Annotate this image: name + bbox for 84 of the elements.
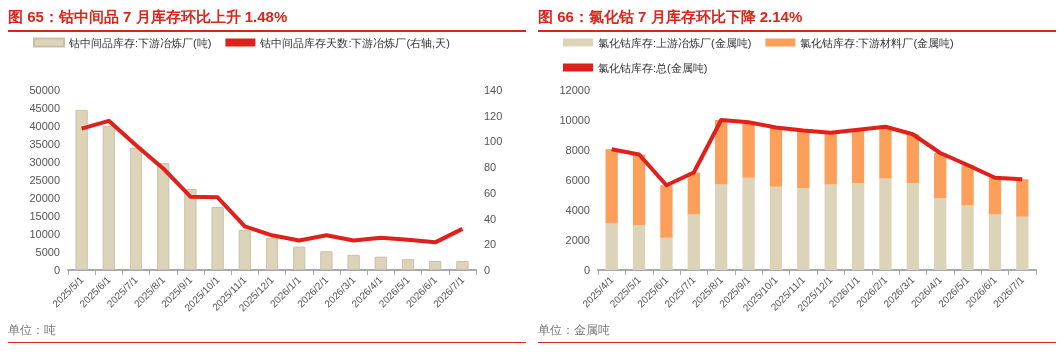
bar bbox=[988, 177, 1002, 215]
y2-tick-label: 140 bbox=[484, 84, 503, 96]
bar bbox=[605, 223, 618, 270]
y-tick-label: 0 bbox=[53, 264, 60, 276]
y-tick-label: 12000 bbox=[559, 84, 590, 96]
text: 单位：吨 bbox=[8, 323, 56, 337]
bar bbox=[605, 149, 618, 224]
bar bbox=[824, 184, 837, 270]
bar bbox=[129, 147, 143, 270]
y2-tick-label: 80 bbox=[484, 161, 497, 174]
legend-label: 钴中间品库存天数:下游冶炼厂(右轴,天) bbox=[259, 36, 450, 49]
bar bbox=[715, 120, 728, 185]
y2-tick-label: 120 bbox=[484, 109, 503, 122]
text: 单位：金属吨 bbox=[538, 323, 610, 337]
bar bbox=[401, 259, 415, 270]
bar bbox=[851, 129, 865, 183]
y2-tick-label: 40 bbox=[484, 212, 497, 225]
bar bbox=[374, 256, 387, 270]
bar bbox=[988, 214, 1002, 270]
bar bbox=[934, 153, 947, 198]
bar bbox=[961, 165, 974, 206]
bar bbox=[934, 198, 947, 270]
chart-title: 图 65：钴中间品 7 月库存环比上升 1.48% bbox=[8, 8, 526, 32]
bar bbox=[715, 184, 728, 270]
bar bbox=[742, 122, 755, 178]
y2-tick-label: 0 bbox=[484, 264, 491, 276]
y-tick-label: 15000 bbox=[29, 210, 60, 222]
bar bbox=[1016, 216, 1029, 270]
bar bbox=[1016, 179, 1029, 217]
y-tick-label: 30000 bbox=[29, 156, 60, 168]
bar bbox=[879, 126, 892, 179]
bar bbox=[851, 183, 865, 270]
bar bbox=[265, 237, 279, 270]
bar bbox=[157, 163, 170, 270]
y-tick-label: 40000 bbox=[29, 120, 60, 132]
chart-title: 图 66：氯化钴 7 月库存环比下降 2.14% bbox=[538, 8, 1056, 32]
bar bbox=[456, 261, 469, 270]
bar bbox=[824, 132, 837, 185]
y-tick-label: 10000 bbox=[29, 228, 60, 240]
legend-label: 钴中间品库存:下游冶炼厂(吨) bbox=[68, 36, 212, 49]
bar bbox=[797, 188, 810, 270]
bar bbox=[347, 254, 360, 270]
y-tick-label: 8000 bbox=[565, 144, 590, 156]
y2-tick-label: 60 bbox=[484, 186, 497, 199]
bar bbox=[660, 237, 673, 270]
y-tick-label: 0 bbox=[583, 264, 590, 276]
bar bbox=[660, 185, 673, 238]
bar bbox=[906, 134, 919, 183]
y-tick-label: 20000 bbox=[29, 192, 60, 204]
y-tick-label: 25000 bbox=[29, 174, 60, 186]
y2-tick-label: 100 bbox=[484, 135, 503, 148]
bar bbox=[961, 205, 974, 270]
bar bbox=[632, 225, 646, 270]
bar bbox=[797, 131, 810, 189]
y-tick-label: 45000 bbox=[29, 102, 60, 114]
bar bbox=[742, 177, 755, 270]
legend-label: 氯化钴库存:下游材料厂(金属吨) bbox=[800, 36, 954, 49]
y-tick-label: 10000 bbox=[559, 114, 590, 126]
y2-tick-label: 20 bbox=[484, 238, 497, 251]
bar bbox=[102, 126, 115, 270]
bar bbox=[320, 251, 333, 270]
y-tick-label: 35000 bbox=[29, 138, 60, 150]
bar bbox=[879, 178, 892, 270]
bar bbox=[238, 230, 251, 270]
y-tick-label: 2000 bbox=[565, 234, 590, 246]
bar bbox=[211, 207, 224, 270]
bar bbox=[429, 261, 442, 270]
bar bbox=[906, 183, 919, 270]
line-series bbox=[609, 118, 1025, 188]
bar bbox=[769, 127, 783, 187]
legend-label: 氯化钴库存:总(金属吨) bbox=[598, 61, 708, 74]
bar bbox=[293, 246, 306, 270]
y-tick-label: 50000 bbox=[29, 84, 60, 96]
y-tick-label: 4000 bbox=[565, 204, 590, 216]
bar bbox=[632, 154, 646, 225]
bar bbox=[184, 189, 197, 270]
y-tick-label: 6000 bbox=[565, 174, 590, 186]
bar bbox=[687, 214, 700, 270]
legend-label: 氯化钴库存:上游冶炼厂(金属吨) bbox=[598, 36, 752, 49]
bar bbox=[687, 172, 700, 215]
line-series bbox=[79, 118, 465, 245]
bar bbox=[75, 109, 88, 270]
bar bbox=[769, 186, 783, 270]
y-tick-label: 5000 bbox=[35, 246, 60, 258]
